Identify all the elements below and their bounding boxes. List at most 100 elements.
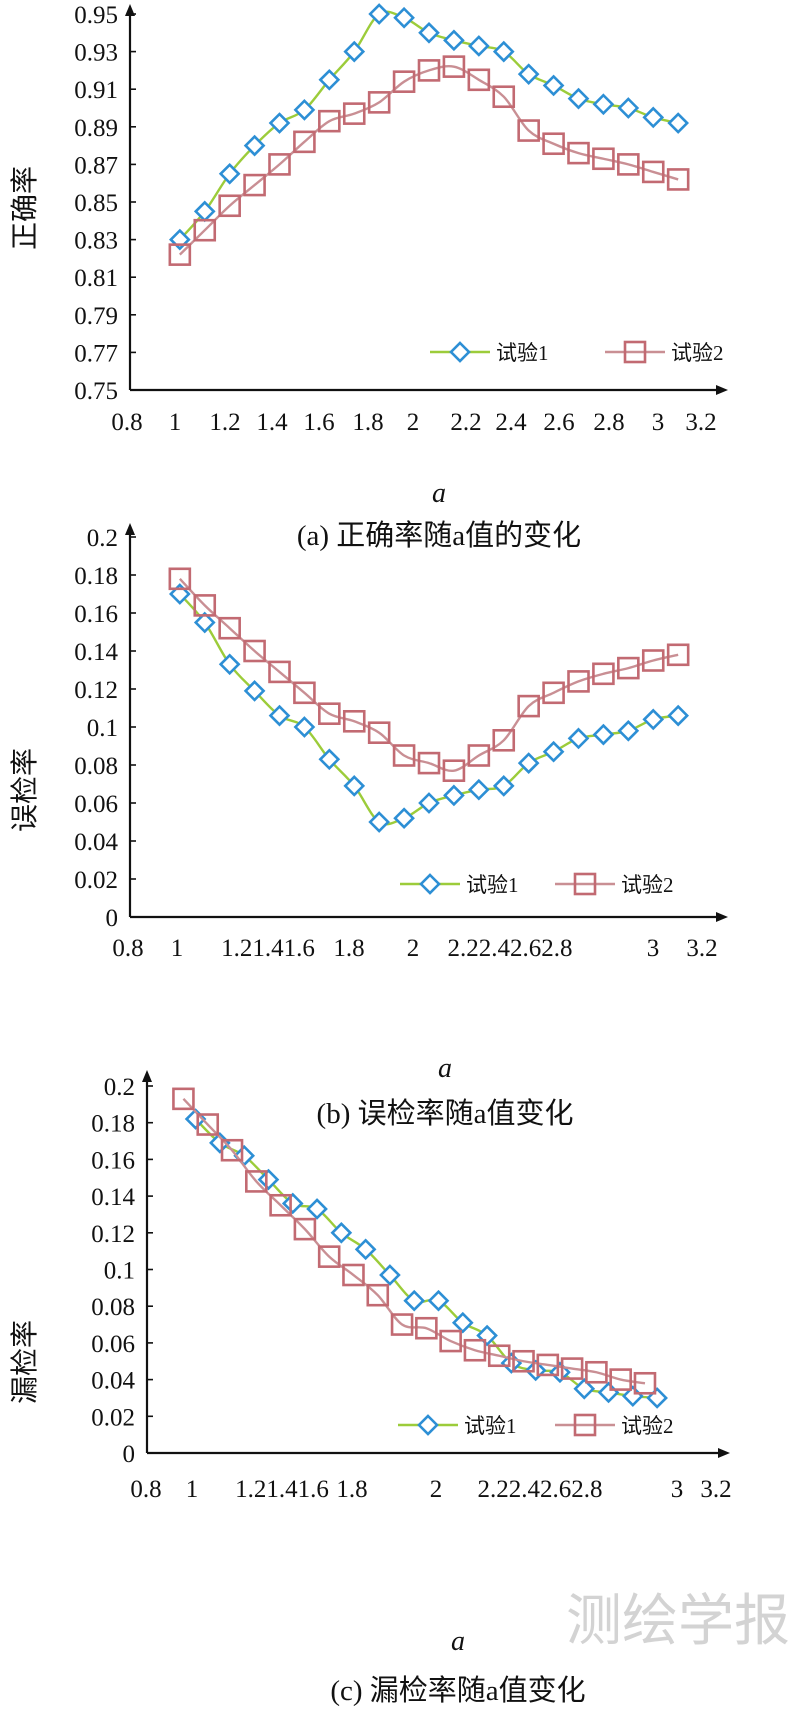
series-1-point bbox=[193, 611, 216, 634]
legend-label-2: 试验2 bbox=[621, 873, 674, 897]
series-1-point bbox=[330, 1221, 353, 1244]
y-axis-label-b: 误检率 bbox=[9, 748, 41, 832]
series-2-point bbox=[666, 168, 690, 191]
series-1-point bbox=[542, 74, 565, 97]
x-tick-label: 1.21.41.6 bbox=[221, 935, 315, 962]
x-tick-label: 0.8 bbox=[112, 935, 143, 962]
x-tick-label: 3 bbox=[671, 1476, 684, 1503]
x-tick-label: 1.6 bbox=[303, 409, 334, 436]
y-tick-label: 0.2 bbox=[104, 1074, 135, 1101]
series-1-point bbox=[573, 1377, 596, 1400]
series-1-point bbox=[646, 1387, 668, 1409]
series-1-point bbox=[418, 792, 440, 814]
series-2-point bbox=[592, 147, 615, 171]
x-axis-label-a: a bbox=[432, 478, 446, 509]
series-1-point bbox=[318, 68, 341, 91]
panel-accuracy: 正确率 a (a) 正确率随a值的变化 0.750.770.790.810.83… bbox=[9, 2, 728, 552]
series-2-point bbox=[542, 681, 565, 705]
x-tick-label: 2 bbox=[407, 409, 420, 436]
series-1-point bbox=[443, 784, 465, 807]
series-1-point bbox=[467, 778, 490, 801]
caption-b: (b) 误检率随a值变化 bbox=[317, 1097, 574, 1130]
series-1-point bbox=[451, 1311, 474, 1334]
y-tick-label: 0 bbox=[106, 905, 119, 932]
x-tick-label: 2.2 bbox=[450, 409, 481, 436]
series-2-point bbox=[512, 1349, 535, 1373]
series-1-point bbox=[243, 680, 266, 702]
y-tick-label: 0.87 bbox=[74, 152, 118, 179]
journal-watermark: 测绘学报 bbox=[566, 1589, 790, 1654]
series-1-point bbox=[542, 740, 565, 763]
y-axis-arrow bbox=[142, 1070, 152, 1082]
series-2-point bbox=[633, 1371, 657, 1395]
series-1-point bbox=[617, 97, 640, 119]
series-2-point bbox=[592, 662, 615, 686]
y-tick-label: 0.89 bbox=[74, 115, 118, 142]
series-2-point bbox=[585, 1360, 608, 1384]
series-2-point bbox=[367, 721, 391, 745]
series-2-point bbox=[243, 639, 266, 663]
y-tick-label: 0.12 bbox=[74, 677, 118, 704]
y-tick-label: 0.85 bbox=[74, 190, 118, 217]
legend-marker-1 bbox=[417, 1414, 439, 1436]
series-1-point bbox=[281, 1192, 304, 1215]
legend-marker-1 bbox=[449, 341, 471, 363]
x-tick-label: 0.8 bbox=[111, 409, 142, 436]
series-1-point bbox=[393, 807, 415, 830]
x-tick-label: 2.22.42.62.8 bbox=[448, 935, 573, 962]
series-2-point bbox=[342, 102, 366, 125]
legend-label-1: 试验1 bbox=[496, 341, 549, 365]
x-axis-arrow bbox=[718, 1448, 730, 1458]
series-2-point bbox=[442, 55, 466, 78]
series-2-point bbox=[492, 728, 516, 752]
y-axis-label-a: 正确率 bbox=[9, 166, 41, 250]
y-tick-label: 0.79 bbox=[74, 303, 118, 330]
series-2-point bbox=[366, 1283, 390, 1307]
x-tick-label: 2 bbox=[430, 1476, 443, 1503]
x-tick-label: 3.2 bbox=[700, 1476, 731, 1503]
series-1-point bbox=[592, 93, 615, 116]
y-axis-arrow bbox=[125, 4, 135, 16]
series-1-point bbox=[306, 1198, 328, 1220]
series-1-point bbox=[667, 112, 690, 134]
legend: 试验1 试验2 bbox=[398, 1413, 674, 1438]
series-1-point bbox=[427, 1289, 450, 1312]
series-2-point bbox=[415, 1316, 438, 1340]
series-2-point bbox=[318, 109, 341, 133]
series-1-point bbox=[597, 1381, 620, 1404]
series-1-point bbox=[379, 1264, 401, 1286]
legend-marker-2 bbox=[573, 872, 597, 896]
legend-marker-2 bbox=[573, 1413, 597, 1437]
series-2-point bbox=[168, 243, 192, 266]
panel-false-detection: 误检率 a (b) 误检率随a值变化 0 0.02 0.04 0.06 0.08 0.1 0… bbox=[9, 523, 728, 1130]
series-2-point bbox=[542, 132, 565, 156]
series-2-point bbox=[492, 85, 516, 109]
series-1-point bbox=[343, 775, 366, 797]
series-2-point bbox=[168, 567, 192, 591]
x-tick-label: 3 bbox=[647, 935, 660, 962]
series-2-point bbox=[666, 643, 690, 667]
series-2-point bbox=[268, 660, 291, 684]
series-1-point bbox=[517, 752, 540, 774]
series-2-point bbox=[172, 1087, 195, 1111]
x-tick-label: 2.22.42.62.8 bbox=[478, 1476, 603, 1503]
series-2-point bbox=[567, 670, 590, 693]
x-tick-label: 3.2 bbox=[686, 935, 717, 962]
series-2-point bbox=[317, 1245, 341, 1268]
series-2-point bbox=[293, 681, 316, 705]
series-line-2 bbox=[178, 65, 679, 256]
series-2-point bbox=[392, 70, 416, 93]
x-tick-label: 2.4 bbox=[495, 409, 527, 436]
x-axis-arrow bbox=[716, 385, 728, 395]
series-2-point bbox=[196, 1113, 220, 1136]
series-1-point bbox=[418, 21, 440, 44]
series-1-point bbox=[403, 1289, 426, 1312]
legend-label-2: 试验2 bbox=[671, 341, 724, 365]
series-2-point bbox=[293, 130, 316, 154]
series-2-point bbox=[390, 1313, 414, 1336]
y-tick-label: 0.14 bbox=[74, 639, 118, 666]
series-2-point bbox=[442, 759, 466, 783]
legend: 试验1 试验2 bbox=[400, 872, 674, 897]
y-tick-label: 0.16 bbox=[74, 601, 118, 628]
